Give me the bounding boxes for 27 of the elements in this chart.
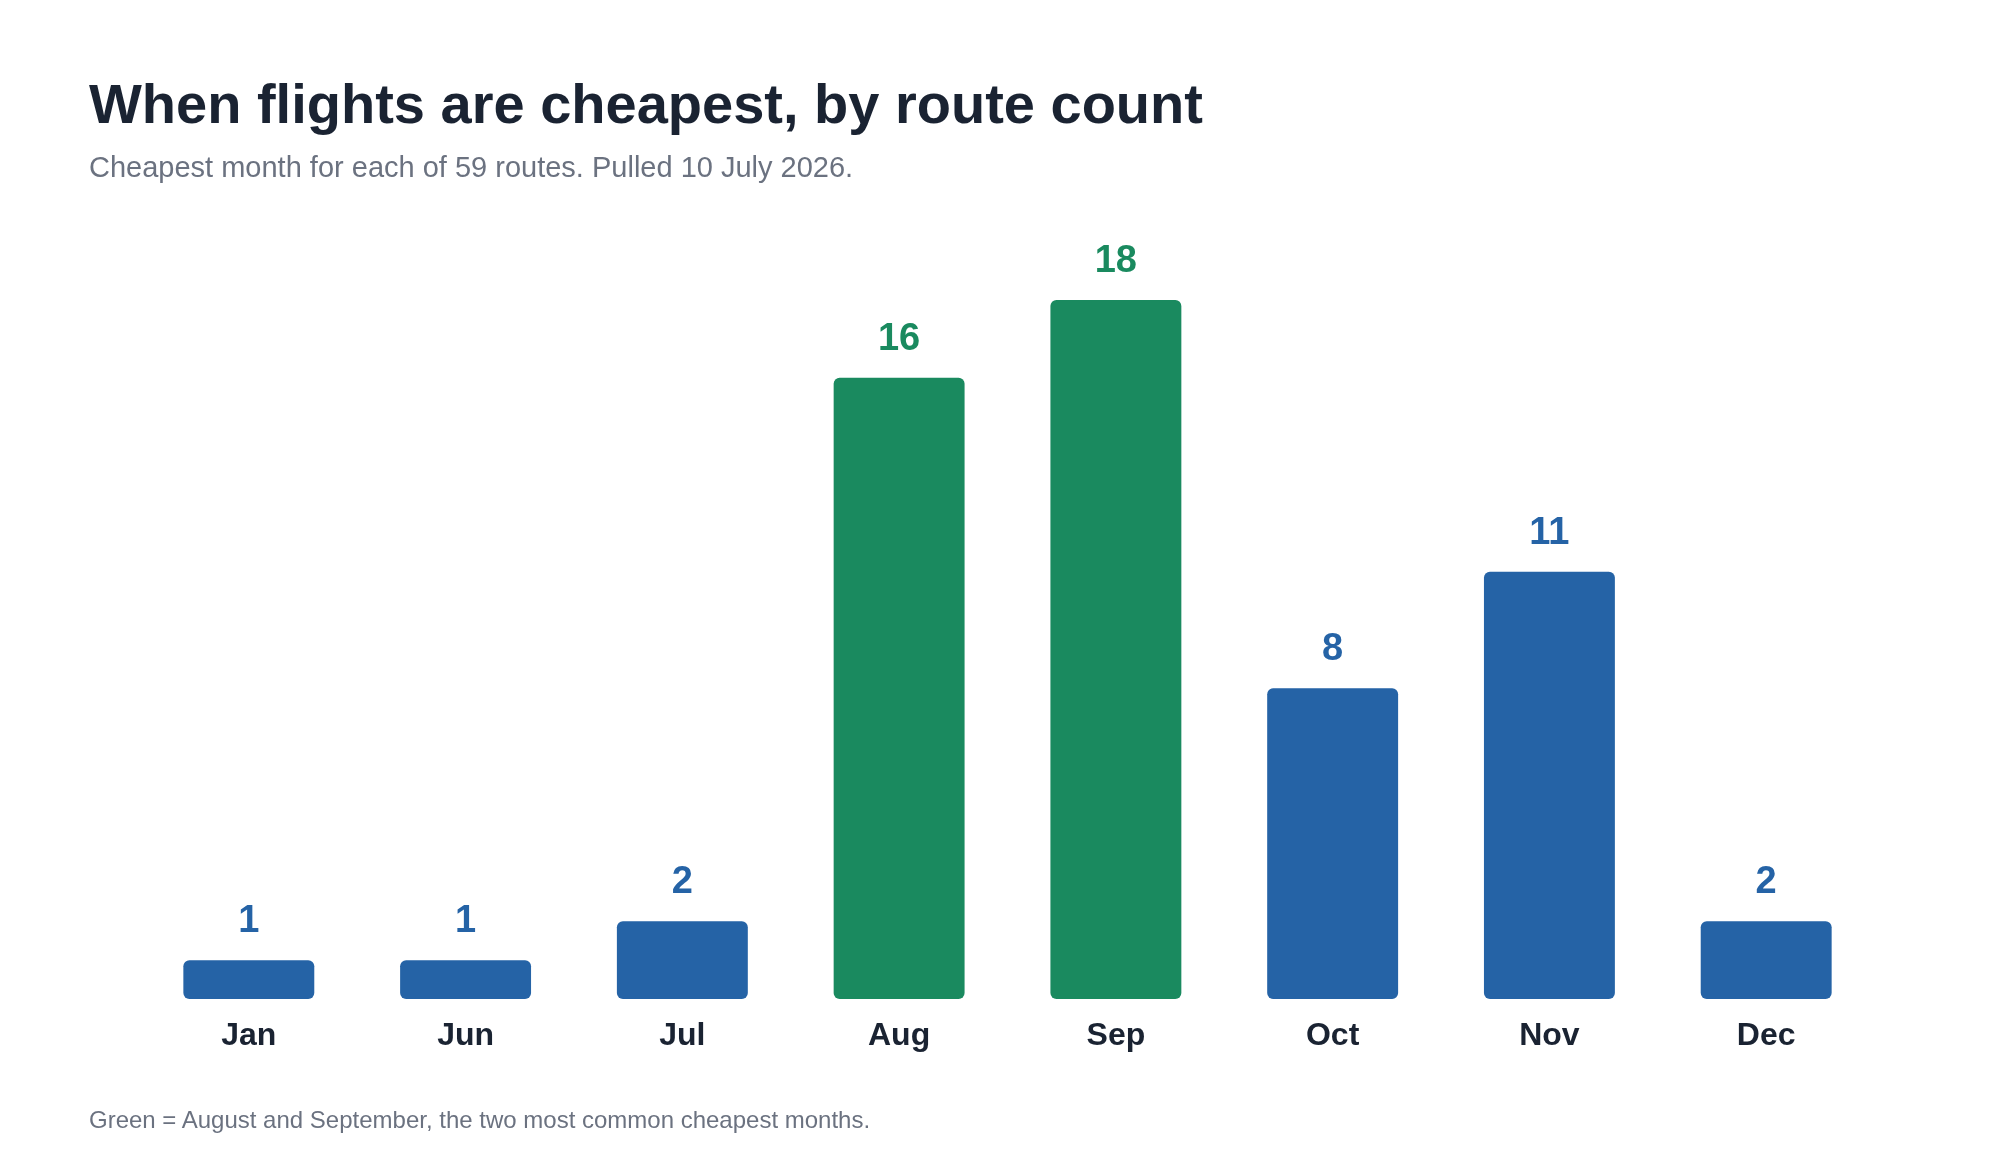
bar xyxy=(1267,688,1399,999)
bar xyxy=(616,921,748,999)
text: Green = August and September, the two most common cheapest months. xyxy=(89,1106,871,1133)
x-tick-label: Jul xyxy=(659,1016,706,1052)
x-tick-label: Nov xyxy=(1519,1016,1580,1052)
x-tick-label: Aug xyxy=(868,1016,931,1052)
bar xyxy=(183,960,315,999)
data-label: 18 xyxy=(1094,238,1138,280)
data-label: 8 xyxy=(1322,626,1344,669)
x-tick-label: Oct xyxy=(1305,1016,1360,1052)
bar xyxy=(1700,921,1832,999)
bar xyxy=(1050,300,1182,999)
data-label: 16 xyxy=(877,315,921,358)
x-tick-label: Jun xyxy=(437,1016,495,1052)
bar xyxy=(400,960,532,999)
chart-title: When flights are cheapest, by route count xyxy=(89,72,1203,135)
bar xyxy=(833,377,965,999)
data-label: 2 xyxy=(1755,859,1777,902)
data-label: 1 xyxy=(238,898,260,941)
data-label: 1 xyxy=(455,898,477,941)
x-tick-label: Dec xyxy=(1736,1016,1796,1052)
data-label: 11 xyxy=(1529,509,1570,552)
x-tick-label: Jan xyxy=(221,1016,277,1052)
bar xyxy=(1483,571,1615,999)
data-label: 2 xyxy=(671,859,693,902)
x-tick-label: Sep xyxy=(1086,1016,1146,1052)
chart-subtitle: Cheapest month for each of 59 routes. Pulled 10 July 2026. xyxy=(89,151,854,183)
